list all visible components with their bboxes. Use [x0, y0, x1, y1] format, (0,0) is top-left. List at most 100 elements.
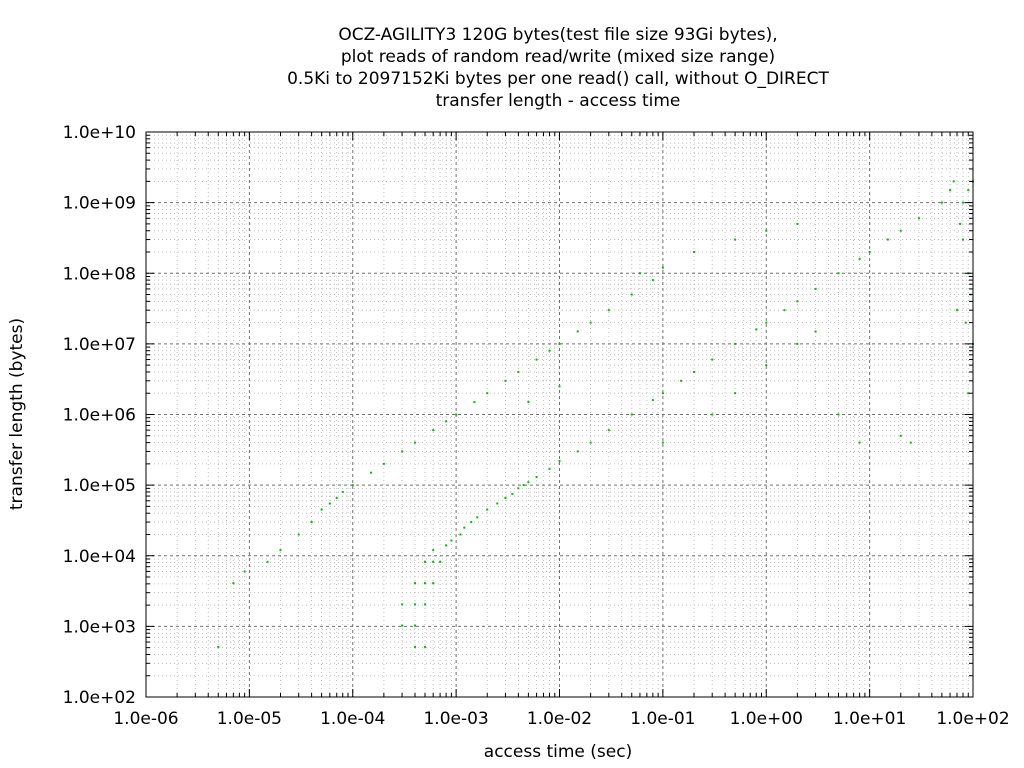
data-point [401, 624, 404, 627]
data-point [909, 441, 912, 444]
data-point [607, 309, 610, 312]
data-point [558, 342, 561, 345]
data-point [463, 526, 466, 529]
data-point [310, 521, 313, 524]
y-tick-label: 1.0e+04 [63, 547, 136, 567]
x-tick-label: 1.0e-04 [320, 709, 385, 729]
data-point [413, 645, 416, 648]
data-point [335, 497, 338, 500]
y-tick-label: 1.0e+07 [63, 335, 136, 355]
data-point [961, 201, 964, 204]
data-point [630, 293, 633, 296]
data-point [711, 358, 714, 361]
data-point [445, 420, 448, 423]
data-point [692, 250, 695, 253]
data-point [651, 399, 654, 402]
x-tick-label: 1.0e-01 [630, 709, 695, 729]
x-tick-label: 1.0e+01 [833, 709, 906, 729]
data-point [661, 266, 664, 269]
data-point [548, 349, 551, 352]
data-point [432, 429, 435, 432]
data-points [217, 180, 974, 648]
data-point [734, 342, 737, 345]
data-point [814, 330, 817, 333]
data-point [886, 238, 889, 241]
data-point [473, 401, 476, 404]
data-point [527, 401, 530, 404]
data-point [243, 570, 246, 573]
data-point [837, 272, 840, 275]
x-tick-label: 1.0e-03 [423, 709, 488, 729]
data-point [734, 392, 737, 395]
data-point [476, 516, 479, 519]
data-point [680, 379, 683, 382]
x-tick-label: 1.0e+02 [936, 709, 1009, 729]
x-tick-label: 1.0e-02 [527, 709, 592, 729]
data-point [486, 392, 489, 395]
data-point [535, 358, 538, 361]
data-point [796, 222, 799, 225]
chart-title: OCZ-AGILITY3 120G bytes(test file size 9… [287, 25, 829, 111]
y-tick-label: 1.0e+03 [63, 617, 136, 637]
x-tick-label: 1.0e-06 [113, 709, 178, 729]
data-point [917, 217, 920, 220]
y-tick-label: 1.0e+10 [63, 123, 136, 143]
data-point [959, 222, 962, 225]
data-point [504, 379, 507, 382]
data-point [868, 250, 871, 253]
data-point [765, 364, 768, 367]
data-point [486, 508, 489, 511]
data-point [535, 476, 538, 479]
data-point [967, 392, 970, 395]
data-point [527, 481, 530, 484]
data-point [320, 508, 323, 511]
data-point [232, 582, 235, 585]
y-tick-label: 1.0e+06 [63, 406, 136, 426]
title-line-3: 0.5Ki to 2097152Ki bytes per one read() … [287, 69, 829, 89]
data-point [796, 300, 799, 303]
data-point [558, 459, 561, 462]
y-tick-label: 1.0e+09 [63, 194, 136, 214]
data-point [814, 287, 817, 290]
x-axis-tick-labels: 1.0e-06 1.0e-05 1.0e-04 1.0e-03 1.0e-02 1.0e-… [113, 709, 1009, 729]
data-point [589, 321, 592, 324]
y-axis-tick-labels: 1.0e+02 1.0e+03 1.0e+04 1.0e+05 1.0e+06 1.0e+… [63, 123, 136, 708]
y-tick-label: 1.0e+08 [63, 264, 136, 284]
x-tick-label: 1.0e-05 [217, 709, 282, 729]
data-point [424, 645, 427, 648]
data-point [899, 434, 902, 437]
data-point [548, 467, 551, 470]
data-point [858, 257, 861, 260]
title-line-1: OCZ-AGILITY3 120G bytes(test file size 9… [338, 25, 777, 45]
data-point [558, 385, 561, 388]
data-point [279, 549, 282, 552]
data-point [445, 544, 448, 547]
data-point [470, 521, 473, 524]
data-point [496, 502, 499, 505]
data-point [755, 328, 758, 331]
data-point [217, 645, 220, 648]
data-point [576, 450, 579, 453]
data-point [450, 539, 453, 542]
data-point [432, 560, 435, 563]
data-point [661, 392, 664, 395]
y-tick-label: 1.0e+02 [63, 688, 136, 708]
data-point [517, 487, 520, 490]
y-axis-label: transfer length (bytes) [7, 318, 27, 510]
data-point [967, 189, 970, 192]
data-point [638, 272, 641, 275]
data-point [576, 330, 579, 333]
data-point [459, 533, 462, 536]
data-point [297, 533, 300, 536]
y-tick-label: 1.0e+05 [63, 476, 136, 496]
data-point [455, 413, 458, 416]
data-point [661, 441, 664, 444]
title-line-2: plot reads of random read/write (mixed s… [341, 47, 775, 67]
data-point [351, 484, 354, 487]
data-point [952, 180, 955, 183]
data-point [369, 471, 372, 474]
data-point [424, 560, 427, 563]
data-point [413, 603, 416, 606]
data-point [424, 582, 427, 585]
data-point [734, 238, 737, 241]
